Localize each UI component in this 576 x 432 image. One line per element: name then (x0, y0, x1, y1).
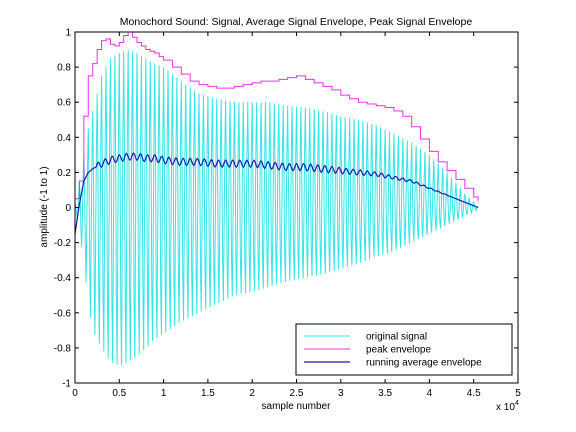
y-tick-label: 1 (65, 28, 71, 39)
y-tick-label: -1 (62, 379, 71, 390)
x-tick-label: 2 (249, 388, 255, 399)
y-tick-label: -0.4 (54, 273, 72, 284)
y-axis-ticks: -1 -0.8 -0.6 -0.4 -0.2 0 0.2 0.4 0.6 0.8 1 (54, 28, 518, 390)
x-tick-label: 1.5 (201, 388, 215, 399)
x-tick-label: 1 (161, 388, 167, 399)
x-tick-label: 0 (72, 388, 78, 399)
y-tick-label: 0.4 (57, 133, 71, 144)
x-axis-exponent-power: 4 (515, 400, 519, 407)
y-axis-label: amplitude (-1 to 1) (39, 166, 50, 247)
x-tick-label: 3 (338, 388, 344, 399)
legend-entry-original-signal-label: original signal (366, 332, 427, 343)
peak-envelope-line (75, 32, 479, 201)
y-tick-label: -0.8 (54, 343, 72, 354)
y-tick-label: 0.6 (57, 98, 71, 109)
legend: original signal peak envelope running aver… (295, 323, 513, 376)
y-tick-label: 0 (65, 203, 71, 214)
legend-entry-running-average-envelope-label: running average envelope (366, 358, 482, 369)
legend-entry-peak-envelope-label: peak envelope (366, 345, 431, 356)
y-tick-label: -0.2 (54, 238, 72, 249)
x-axis-label: sample number (262, 401, 332, 412)
x-axis-ticks: 0 0.5 1 1.5 2 2.5 3 3.5 4 4.5 5 (72, 32, 521, 399)
y-tick-label: 0.8 (57, 63, 71, 74)
y-tick-label: 0.2 (57, 168, 71, 179)
original-signal-line (75, 49, 478, 365)
x-tick-label: 4.5 (467, 388, 481, 399)
x-tick-label: 3.5 (378, 388, 392, 399)
x-tick-label: 5 (515, 388, 521, 399)
x-tick-label: 4 (427, 388, 433, 399)
x-axis-exponent: x 104 (496, 400, 519, 413)
running-average-envelope-line (75, 152, 479, 234)
x-tick-label: 2.5 (290, 388, 304, 399)
chart-title: Monochord Sound: Signal, Average Signal … (120, 16, 473, 28)
x-tick-label: 0.5 (112, 388, 126, 399)
y-tick-label: -0.6 (54, 308, 72, 319)
